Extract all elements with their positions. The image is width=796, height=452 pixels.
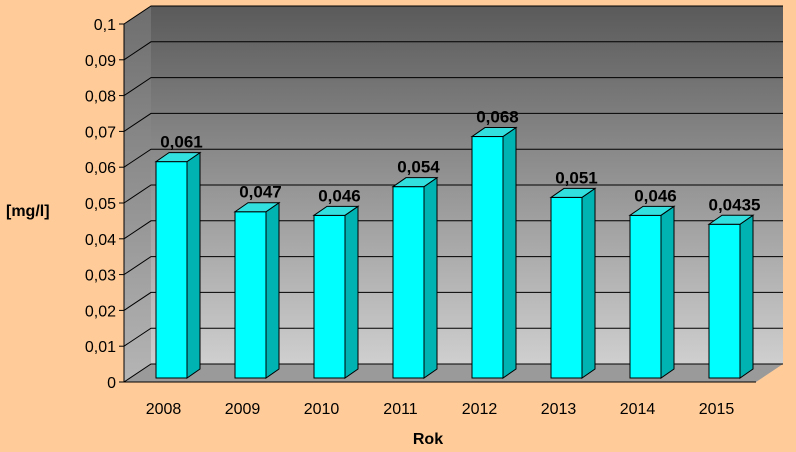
bar-top bbox=[233, 202, 281, 213]
bar-side bbox=[344, 205, 359, 379]
bar bbox=[154, 151, 202, 379]
bar bbox=[470, 126, 518, 379]
y-tick-label: 0,01 bbox=[85, 339, 116, 356]
x-tick-label: 2009 bbox=[225, 401, 261, 418]
x-tick-label: 2011 bbox=[383, 401, 418, 418]
y-tick-label: 0,1 bbox=[94, 17, 116, 34]
bar-front bbox=[155, 161, 188, 379]
data-label: 0,061 bbox=[160, 133, 203, 152]
bars bbox=[154, 126, 755, 379]
bar bbox=[549, 187, 597, 379]
y-tick-label: 0,03 bbox=[85, 268, 116, 285]
x-tick-label: 2012 bbox=[462, 401, 498, 418]
bar-front bbox=[313, 214, 346, 379]
bar-side bbox=[581, 187, 596, 379]
gridline bbox=[123, 5, 783, 25]
x-axis-ticks: 2008 2009 2010 2011 2012 2013 2014 2015 bbox=[146, 401, 735, 418]
bar-front bbox=[392, 186, 425, 379]
data-label: 0,051 bbox=[555, 168, 598, 187]
y-axis-ticks: 0 0,01 0,02 0,03 0,04 0,05 0,06 0,07 0,08 0,09 0,1 bbox=[85, 17, 116, 392]
bar-top bbox=[470, 127, 518, 138]
x-tick-label: 2015 bbox=[699, 401, 735, 418]
y-tick-label: 0 bbox=[107, 375, 116, 392]
bar bbox=[707, 214, 755, 379]
bar-side bbox=[660, 205, 675, 379]
y-tick-label: 0,07 bbox=[85, 124, 116, 141]
gridline bbox=[123, 184, 783, 204]
gridline bbox=[123, 41, 783, 61]
bar-top bbox=[312, 205, 360, 216]
bar-side bbox=[423, 176, 438, 379]
y-tick-label: 0,02 bbox=[85, 303, 116, 320]
y-tick-label: 0,09 bbox=[85, 53, 116, 70]
bar-front bbox=[629, 214, 662, 379]
y-tick-label: 0,04 bbox=[85, 232, 116, 249]
data-label: 0,046 bbox=[318, 186, 361, 205]
bar-top bbox=[549, 187, 597, 198]
y-tick-label: 0,05 bbox=[85, 196, 116, 213]
bar-front bbox=[550, 196, 583, 379]
bar-top bbox=[154, 152, 202, 163]
bar-front bbox=[471, 136, 504, 379]
data-label: 0,0435 bbox=[709, 195, 761, 214]
bar bbox=[391, 176, 439, 379]
gridline bbox=[123, 112, 783, 132]
bar-front bbox=[234, 211, 267, 379]
bar bbox=[233, 201, 281, 379]
x-axis-title: Rok bbox=[413, 431, 443, 448]
y-tick-label: 0,08 bbox=[85, 89, 116, 106]
gridline bbox=[123, 77, 783, 97]
bar-front bbox=[708, 223, 741, 379]
bar-side bbox=[739, 214, 754, 379]
bar bbox=[628, 205, 676, 379]
bar-side bbox=[186, 151, 201, 379]
gridline bbox=[123, 148, 783, 168]
data-labels: 0,061 0,047 0,046 0,054 0,068 0,051 0,046 0,043… bbox=[160, 108, 760, 215]
bar-top bbox=[628, 205, 676, 216]
data-label: 0,047 bbox=[239, 183, 282, 202]
data-label: 0,054 bbox=[397, 158, 440, 177]
y-tick-label: 0,06 bbox=[85, 160, 116, 177]
x-tick-label: 2014 bbox=[620, 401, 656, 418]
bar bbox=[312, 205, 360, 379]
chart-walls bbox=[124, 6, 783, 382]
bar-side bbox=[265, 201, 280, 379]
y-axis-title: [mg/l] bbox=[6, 203, 50, 220]
data-label: 0,046 bbox=[634, 186, 677, 205]
bar-top bbox=[391, 177, 439, 188]
x-tick-label: 2008 bbox=[146, 401, 182, 418]
bar-top bbox=[707, 214, 755, 225]
bar-side bbox=[502, 126, 517, 379]
x-tick-label: 2013 bbox=[541, 401, 577, 418]
floor bbox=[124, 364, 783, 382]
x-tick-label: 2010 bbox=[304, 401, 340, 418]
data-label: 0,068 bbox=[476, 108, 519, 127]
